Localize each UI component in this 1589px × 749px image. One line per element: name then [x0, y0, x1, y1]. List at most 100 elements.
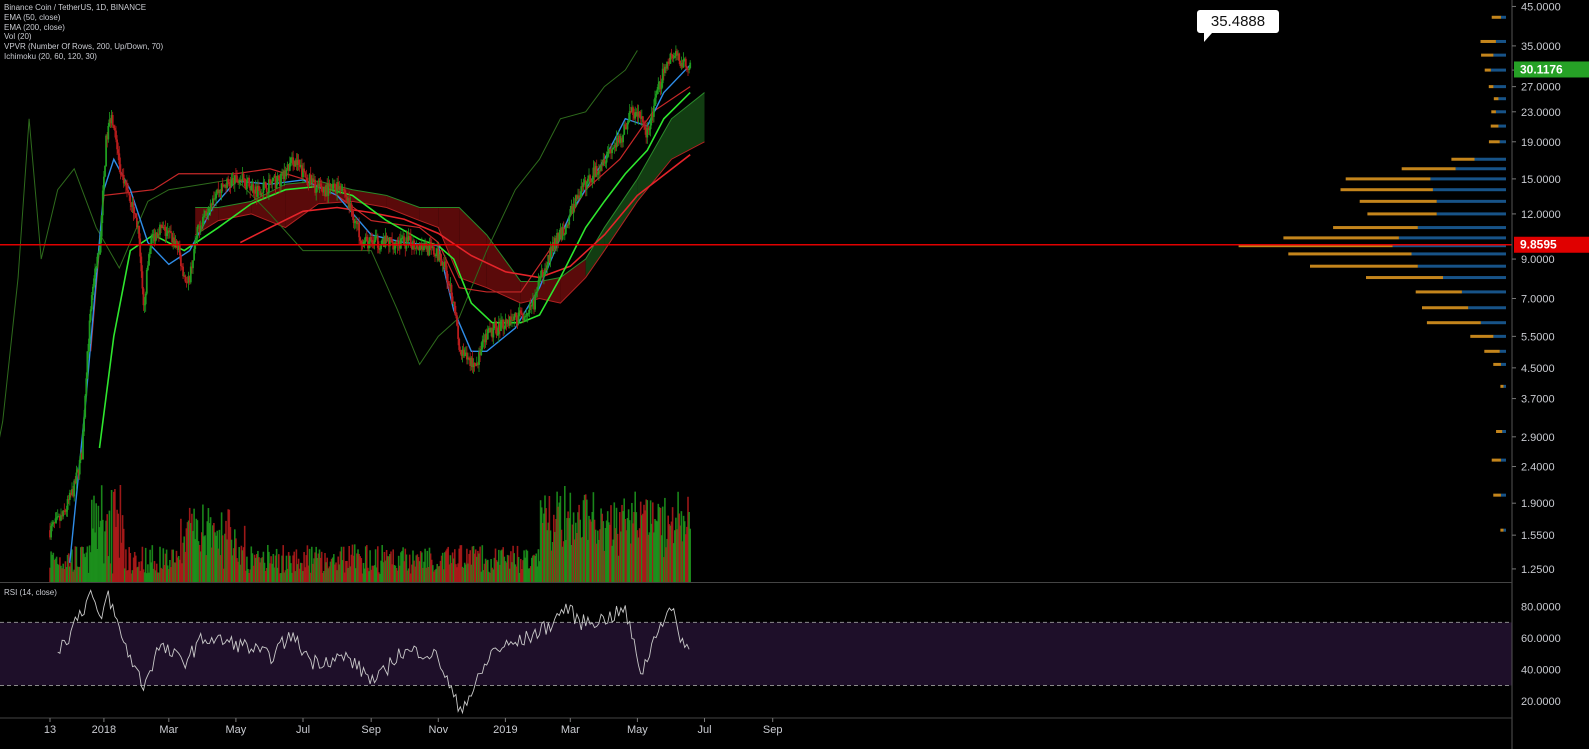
candle-body [549, 247, 552, 261]
volume-bar [590, 521, 592, 582]
volume-bar [451, 552, 454, 582]
candle-body [616, 138, 619, 143]
vpvr-row-up [1345, 177, 1431, 181]
candle-body [327, 183, 330, 197]
cloud-segment [486, 234, 521, 304]
volume-bar [351, 544, 354, 582]
volume-bar [230, 539, 233, 582]
vpvr-row-down [1493, 334, 1506, 338]
volume-bar [401, 550, 403, 582]
volume-bar [524, 557, 526, 582]
candle-body [263, 181, 266, 183]
candle-body [93, 278, 95, 287]
leading-span-b [194, 141, 705, 304]
candle-body [444, 261, 446, 267]
candle-body [383, 238, 386, 247]
volume-bar [532, 555, 534, 582]
volume-bar [589, 519, 591, 582]
volume-bar [83, 553, 85, 582]
candle-body [345, 193, 347, 197]
candle-body [353, 222, 356, 224]
volume-bar [159, 546, 161, 582]
vpvr-row-up [1401, 167, 1456, 171]
volume-bar [570, 544, 573, 582]
candle-body [97, 254, 100, 257]
candle-body [448, 283, 451, 286]
candle-body [120, 173, 123, 175]
candle-body [401, 238, 403, 240]
volume-bar [158, 572, 160, 582]
candle-body [572, 204, 575, 214]
candle-body [547, 254, 550, 266]
candle-body [248, 177, 250, 187]
volume-bar [414, 566, 416, 582]
volume-bar [174, 562, 177, 582]
volume-bar [411, 564, 413, 582]
volume-bar [623, 498, 625, 582]
rsi-legend[interactable]: RSI (14, close) [4, 588, 57, 597]
legend-volume[interactable]: Vol (20) [4, 32, 32, 42]
candle-body [645, 129, 648, 138]
candle-body [625, 126, 628, 130]
volume-bar [379, 573, 381, 582]
candle-body [601, 164, 604, 166]
candle-body [428, 243, 431, 255]
candle-body [565, 227, 567, 235]
candle-body [433, 246, 435, 255]
candle-body [495, 325, 498, 335]
volume-bar [554, 531, 556, 582]
vpvr-row-down [1495, 110, 1506, 114]
volume-bar [372, 565, 375, 582]
candle-body [197, 225, 200, 227]
volume-bar [434, 569, 436, 582]
volume-bar [242, 547, 245, 582]
volume-bar [183, 536, 185, 582]
legend-ema50[interactable]: EMA (50, close) [4, 12, 61, 22]
volume-bar [212, 525, 214, 582]
volume-bar [53, 559, 56, 582]
volume-bar [357, 549, 359, 582]
candle-body [653, 105, 655, 117]
candle-body [537, 280, 540, 288]
candle-body [647, 127, 650, 130]
candle-body [589, 175, 591, 182]
candle-body [651, 113, 654, 117]
volume-bar [515, 566, 518, 582]
volume-bar [531, 557, 533, 582]
volume-bar [544, 495, 546, 582]
candle-body [354, 220, 357, 223]
legend-ichimoku[interactable]: Ichimoku (20, 60, 120, 30) [4, 51, 97, 61]
volume-bar [54, 558, 57, 582]
volume-bar [192, 530, 194, 582]
volume-bar [76, 566, 79, 582]
volume-bar [119, 484, 122, 582]
volume-bar [413, 560, 415, 582]
candle-body [189, 266, 192, 283]
vpvr-row-up [1470, 334, 1494, 338]
volume-bar [144, 547, 147, 582]
volume-bar [80, 547, 82, 582]
volume-bar [439, 560, 442, 582]
volume-bar [595, 543, 598, 582]
vpvr-row-up [1366, 276, 1443, 280]
legend-vpvr[interactable]: VPVR (Number Of Rows, 200, Up/Down, 70) [4, 42, 164, 52]
volume-bar [88, 545, 91, 582]
candle-body [649, 120, 652, 130]
candle-body [183, 275, 186, 277]
volume-bar [202, 504, 204, 582]
volume-bar [559, 495, 562, 582]
vpvr-row-up [1481, 53, 1494, 57]
candle-body [527, 313, 530, 315]
volume-bar [435, 568, 437, 582]
candle-body [52, 522, 55, 525]
candle-body [165, 233, 168, 236]
volume-bar [564, 486, 566, 582]
volume-bar [643, 504, 645, 582]
volume-bar [191, 513, 193, 582]
legend-ema200[interactable]: EMA (200, close) [4, 22, 65, 32]
volume-bar [302, 571, 304, 582]
volume-bar [227, 509, 229, 582]
candle-body [605, 156, 608, 163]
volume-bar [470, 564, 473, 582]
